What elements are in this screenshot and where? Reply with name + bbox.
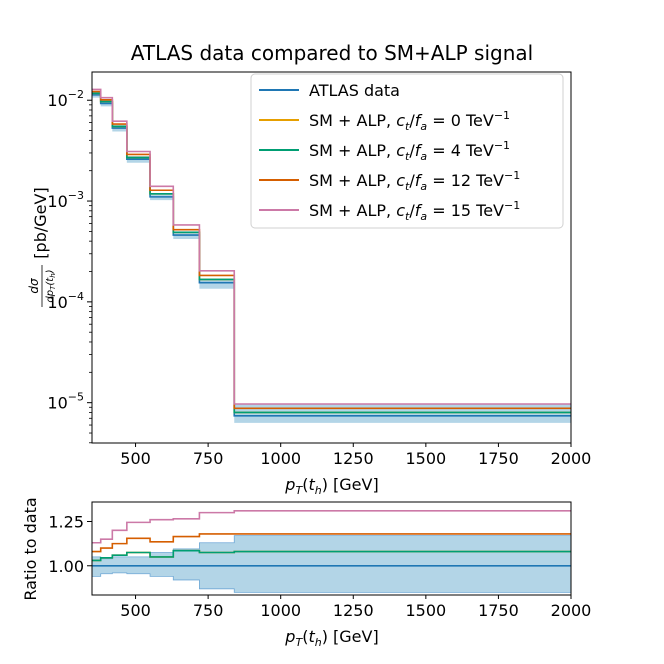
ratio-xticks-label-5: 1750: [478, 601, 519, 620]
ratio-y-axis-label: Ratio to data: [21, 497, 40, 600]
ratio-uncertainty-band-area: [92, 535, 571, 593]
ratio-y-tick-label-1: 1.25: [48, 512, 84, 531]
legend-box: [250, 73, 564, 229]
main-xticks-label-0: 500: [120, 449, 151, 468]
ratio-x-ticks: 500 750 1000 1250 1500 1750 2000: [120, 595, 591, 620]
ratio-y-tick-label-0: 1.00: [48, 557, 84, 576]
legend-label-0: ATLAS data: [309, 81, 400, 100]
ratio-x-axis-label: pT(th) [GeV]: [284, 627, 378, 649]
legend-label-2: SM + ALP, ct/fa = 4 TeV−1: [309, 139, 510, 163]
ratio-xticks-label-2: 1000: [260, 601, 301, 620]
main-plot-panel: 500 750 1000 1250 1500 1750 2000 10−210−310−41…: [27, 71, 591, 497]
main-y-tick-label-0: 10−2: [47, 88, 84, 110]
main-xticks-label-2: 1000: [260, 449, 301, 468]
main-series-line-4: [92, 88, 571, 405]
main-xticks-label-4: 1500: [405, 449, 446, 468]
chart-title: ATLAS data compared to SM+ALP signal: [131, 41, 533, 65]
ratio-y-ticks: 1.00 1.25: [48, 512, 92, 576]
main-x-ticks: 500 750 1000 1250 1500 1750 2000: [120, 443, 591, 468]
legend-label-4: SM + ALP, ct/fa = 15 TeV−1: [309, 199, 520, 223]
main-y-tick-label-1: 10−3: [47, 189, 84, 211]
ratio-series-line-3: [92, 533, 571, 553]
ratio-axes-frame: [91, 501, 572, 596]
ratio-uncertainty-band: [92, 535, 571, 593]
ratio-series-lines: [92, 510, 571, 567]
legend-label-3: SM + ALP, ct/fa = 12 TeV−1: [309, 169, 520, 193]
main-axes-frame: [91, 71, 572, 444]
ylabel-fraction-den: dpT(th): [45, 269, 57, 302]
ratio-xticks-label-1: 750: [193, 601, 224, 620]
ratio-xticks-label-3: 1250: [333, 601, 374, 620]
legend: ATLAS data SM + ALP, ct/fa = 0 TeV−1 SM + …: [250, 73, 564, 229]
ylabel-fraction-num: dσ: [27, 278, 41, 294]
ylabel-unit: [pb/GeV]: [31, 187, 50, 258]
ratio-series-line-4: [92, 510, 571, 544]
ratio-xticks-label-6: 2000: [551, 601, 592, 620]
main-xticks-label-5: 1750: [478, 449, 519, 468]
main-xticks-label-6: 2000: [551, 449, 592, 468]
main-series-lines: [92, 88, 571, 417]
main-y-tick-label-3: 10−5: [47, 391, 84, 413]
ratio-xticks-label-0: 500: [120, 601, 151, 620]
ratio-series-line-2: [92, 549, 571, 562]
ratio-xticks-label-4: 1500: [405, 601, 446, 620]
main-y-ticks: 10−2 10−3 10−4 10−5: [47, 88, 92, 444]
main-xticks-label-3: 1250: [333, 449, 374, 468]
legend-label-1: SM + ALP, ct/fa = 0 TeV−1: [309, 109, 510, 133]
main-x-axis-label: pT(th) [GeV]: [284, 475, 378, 497]
main-y-tick-label-2: 10−4: [47, 290, 84, 312]
ratio-plot-panel: 500 750 1000 1250 1500 1750 2000 1.00 1.25 Rati…: [21, 497, 591, 649]
main-xticks-label-1: 750: [193, 449, 224, 468]
